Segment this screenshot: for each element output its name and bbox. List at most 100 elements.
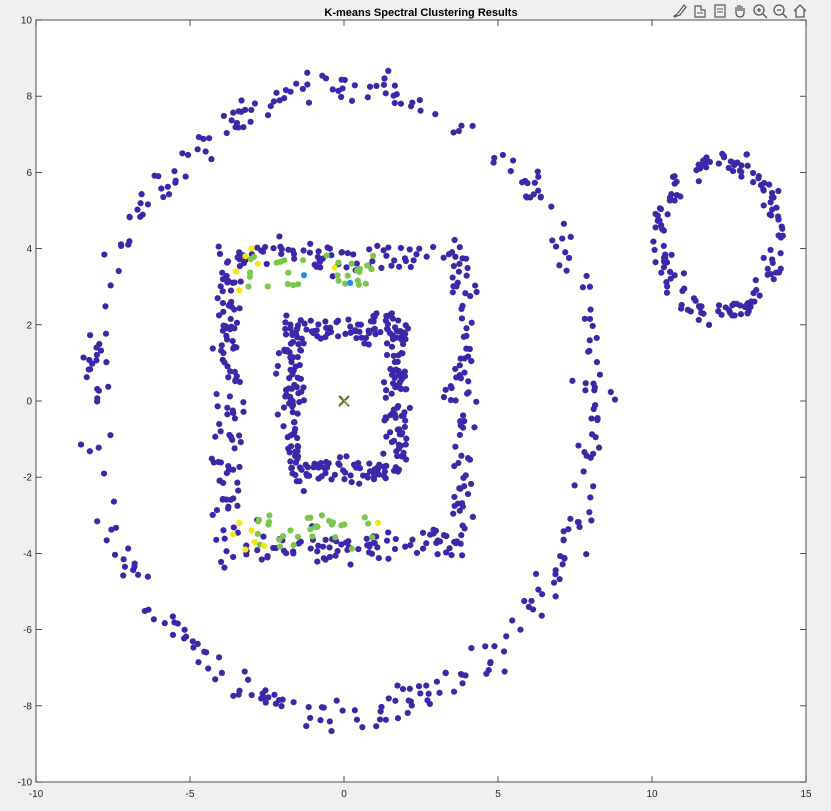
data-point	[695, 316, 702, 324]
data-point	[95, 444, 102, 451]
data-point	[503, 633, 510, 640]
data-point	[274, 411, 281, 418]
data-point	[300, 487, 307, 495]
data-point	[125, 545, 132, 552]
data-point	[423, 253, 430, 260]
data-point	[770, 194, 777, 201]
data-point	[365, 329, 373, 337]
y-tick-label: 4	[26, 244, 32, 255]
data-point	[522, 177, 529, 185]
data-point	[377, 329, 384, 336]
data-point	[722, 304, 729, 311]
data-point	[738, 168, 745, 176]
data-point	[251, 538, 258, 546]
x-tick-label: -5	[186, 789, 195, 800]
home-icon[interactable]	[791, 2, 809, 20]
data-point	[365, 549, 373, 556]
data-point	[650, 238, 657, 245]
data-point	[313, 327, 320, 334]
data-point	[306, 514, 314, 521]
data-point	[287, 458, 294, 465]
brush-icon[interactable]	[671, 2, 689, 20]
data-point	[383, 462, 390, 469]
data-point	[715, 160, 722, 167]
data-point	[382, 90, 389, 97]
data-point	[352, 327, 359, 334]
data-point	[233, 373, 240, 380]
data-point	[374, 242, 381, 249]
data-point	[233, 319, 241, 326]
data-point	[394, 715, 402, 722]
data-point	[369, 468, 376, 475]
data-point	[214, 403, 221, 410]
data-point	[264, 112, 272, 119]
data-point	[385, 529, 392, 536]
data-point	[326, 544, 333, 551]
data-point	[364, 94, 371, 101]
data-point	[388, 262, 395, 269]
data-point	[459, 680, 466, 687]
data-point	[390, 406, 397, 413]
y-tick-label: -8	[23, 701, 32, 712]
data-point	[195, 659, 202, 666]
data-point	[296, 399, 303, 406]
data-point	[406, 246, 413, 253]
data-point	[238, 97, 245, 104]
axes-area[interactable]	[35, 19, 807, 783]
data-point	[347, 279, 354, 286]
data-point	[529, 606, 537, 613]
data-point	[452, 365, 459, 373]
data-point	[469, 122, 476, 130]
data-point	[402, 543, 409, 550]
data-point	[189, 638, 196, 645]
data-tips-icon[interactable]	[691, 2, 709, 20]
data-point	[318, 704, 326, 711]
data-point	[594, 416, 601, 424]
data-point	[669, 173, 677, 180]
data-point	[468, 645, 475, 652]
data-point	[347, 329, 354, 336]
data-point	[383, 340, 391, 347]
data-point	[738, 173, 745, 180]
data-point	[406, 685, 413, 692]
data-point	[660, 258, 668, 265]
data-point	[452, 253, 459, 260]
data-point	[417, 107, 424, 114]
data-point	[230, 524, 237, 531]
data-point	[101, 251, 108, 258]
data-point	[343, 264, 350, 271]
data-point	[590, 483, 597, 490]
data-point	[557, 552, 564, 560]
data-point	[276, 233, 283, 240]
data-point	[587, 306, 594, 313]
data-point	[237, 278, 244, 285]
data-point	[727, 158, 734, 165]
data-point	[465, 378, 472, 385]
data-point	[404, 325, 412, 332]
zoom-in-icon[interactable]	[751, 2, 769, 20]
data-point	[317, 460, 324, 467]
data-point	[460, 333, 467, 340]
data-point	[254, 530, 261, 538]
data-point	[667, 275, 674, 282]
data-point	[430, 526, 437, 533]
data-point	[225, 503, 232, 510]
data-point	[390, 368, 397, 375]
data-point	[402, 417, 409, 424]
data-point	[399, 350, 406, 357]
data-point	[278, 250, 285, 257]
data-point	[362, 280, 369, 287]
rotate-icon[interactable]	[711, 2, 729, 20]
data-point	[760, 186, 767, 193]
hand-icon[interactable]	[731, 2, 749, 20]
zoom-out-icon[interactable]	[771, 2, 789, 20]
data-point	[407, 542, 414, 549]
data-point	[491, 643, 498, 650]
data-point	[402, 336, 409, 343]
data-point	[392, 535, 399, 543]
data-point	[342, 469, 349, 476]
data-point	[395, 263, 403, 270]
data-point	[727, 309, 734, 316]
data-point	[587, 494, 594, 501]
data-point	[458, 671, 466, 678]
